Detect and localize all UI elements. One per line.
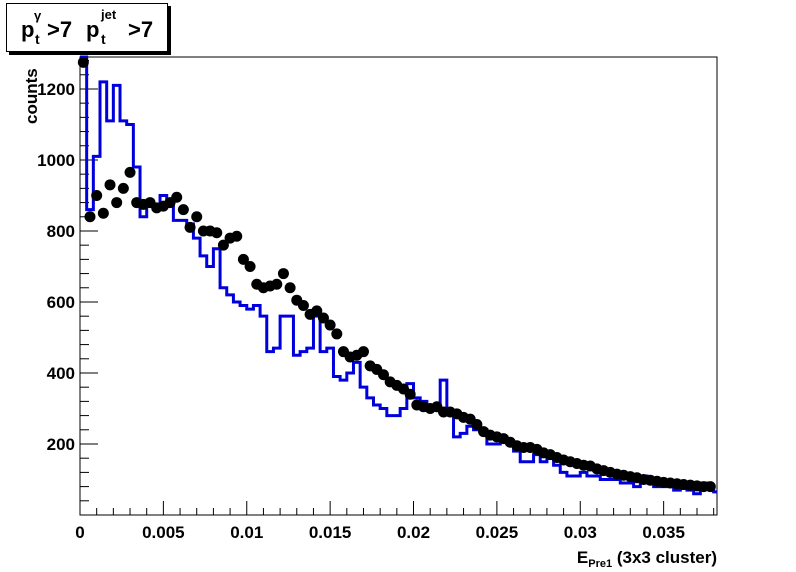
y-tick-label: 1200 xyxy=(37,80,75,99)
title-p1-sup: γ xyxy=(34,8,42,23)
data-point xyxy=(244,260,256,272)
data-point xyxy=(277,268,289,280)
y-axis-label: counts xyxy=(22,68,41,124)
data-point xyxy=(177,204,189,216)
series-histogram xyxy=(80,55,717,496)
x-tick-label: 0.015 xyxy=(309,523,352,542)
title-cut2: >7 xyxy=(128,17,154,42)
x-axis-label: EPre1 (3x3 cluster) xyxy=(577,548,717,570)
title-p2: p xyxy=(86,17,100,42)
x-axis-label-rest: (3x3 cluster) xyxy=(617,548,717,567)
data-point xyxy=(404,388,416,400)
data-point xyxy=(231,230,243,242)
axis-ticks xyxy=(79,60,715,516)
y-tick-label: 600 xyxy=(47,293,75,312)
data-point xyxy=(357,346,369,358)
data-point xyxy=(317,312,329,324)
data-point xyxy=(97,207,109,219)
x-axis-label-main: E xyxy=(577,548,588,567)
data-point xyxy=(284,282,296,294)
title-p1: p xyxy=(21,17,35,42)
title-p2-sup: jet xyxy=(101,7,117,22)
data-point xyxy=(324,319,336,331)
x-tick-label: 0.035 xyxy=(642,523,685,542)
x-tick-label: 0.03 xyxy=(564,523,597,542)
data-point xyxy=(191,211,203,223)
data-point xyxy=(271,278,283,290)
data-point xyxy=(237,253,249,265)
x-tick-label: 0.005 xyxy=(142,523,185,542)
x-tick-label: 0.02 xyxy=(397,523,430,542)
plot-frame xyxy=(79,56,718,516)
title-cut1: >7 xyxy=(47,17,73,42)
data-point xyxy=(311,305,323,317)
data-point xyxy=(471,418,483,430)
histogram-line xyxy=(80,55,717,496)
data-point xyxy=(211,227,223,239)
y-tick-label: 1000 xyxy=(37,151,75,170)
y-tick-label: 400 xyxy=(47,364,75,383)
title-box: p γ t >7 p jet t >7 xyxy=(6,3,168,52)
data-point xyxy=(117,182,129,194)
x-tick-label: 0.01 xyxy=(230,523,263,542)
x-tick-label: 0.025 xyxy=(476,523,519,542)
data-point xyxy=(111,197,123,209)
data-point xyxy=(84,211,96,223)
data-point xyxy=(124,166,136,178)
title-p2-sub: t xyxy=(101,31,106,47)
series-markers xyxy=(77,56,716,493)
y-tick-label: 200 xyxy=(47,435,75,454)
tick-labels: 0 0.005 0.01 0.015 0.02 0.025 0.03 0.035 200 400 6… xyxy=(37,80,685,542)
data-point xyxy=(91,189,103,201)
data-point xyxy=(171,191,183,203)
data-point xyxy=(217,239,229,251)
y-tick-label: 800 xyxy=(47,222,75,241)
title-p1-sub: t xyxy=(35,31,40,47)
data-point xyxy=(297,300,309,312)
data-point xyxy=(184,221,196,233)
data-point xyxy=(704,481,716,493)
data-point xyxy=(104,179,116,191)
data-point xyxy=(331,328,343,340)
x-axis-label-sub: Pre1 xyxy=(588,558,612,570)
data-point xyxy=(377,369,389,381)
data-point xyxy=(77,56,89,68)
x-tick-label: 0 xyxy=(75,523,84,542)
